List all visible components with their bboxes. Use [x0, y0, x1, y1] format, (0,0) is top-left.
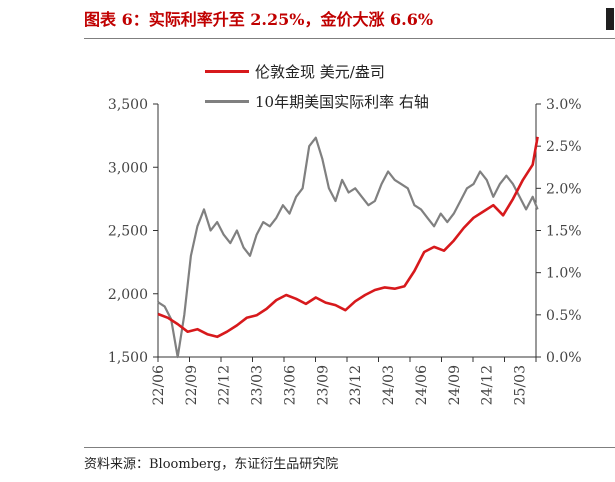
legend-item-gold: 伦敦金现 美元/盎司 [205, 60, 429, 82]
source-note: 资料来源：Bloomberg，东证衍生品研究院 [84, 457, 339, 472]
page-edge-mark [606, 8, 614, 30]
axes-group [153, 103, 541, 362]
left-tick-label: 3,500 [108, 97, 148, 113]
right-tick-label: 0.5% [546, 308, 582, 324]
series-group [157, 136, 539, 359]
right-tick-label: 3.0% [546, 97, 582, 113]
x-tick-label: 24/12 [480, 365, 496, 405]
legend-swatch-gold [205, 69, 249, 73]
left-tick-label: 2,500 [108, 224, 148, 240]
left-tick-label: 3,000 [108, 160, 148, 176]
right-tick-label: 1.0% [546, 266, 582, 282]
x-tick-label: 24/03 [381, 365, 397, 405]
chart-title: 图表 6：实际利率升至 2.25%，金价大涨 6.6% [84, 10, 434, 29]
right-tick-label: 2.5% [546, 139, 582, 155]
right-tick-label: 0.0% [546, 350, 582, 366]
real-rate-line [157, 136, 539, 359]
title-divider [84, 38, 615, 39]
legend-label-gold: 伦敦金现 美元/盎司 [255, 62, 385, 81]
x-tick-label: 22/06 [151, 365, 167, 405]
right-tick-label: 1.5% [546, 224, 582, 240]
chart-legend: 伦敦金现 美元/盎司 10年期美国实际利率 右轴 [205, 60, 429, 120]
left-tick-label: 2,000 [108, 287, 148, 303]
source-divider [84, 447, 615, 448]
left-tick-label: 1,500 [108, 350, 148, 366]
gold-price-line [157, 136, 539, 339]
x-tick-label: 22/09 [184, 365, 200, 405]
legend-item-real-rate: 10年期美国实际利率 右轴 [205, 90, 429, 112]
x-tick-label: 23/03 [250, 365, 266, 405]
legend-swatch-real-rate [205, 99, 249, 103]
labels-group: 1,500 2,000 2,500 3,000 3,500 0.0% 0.5% 1.0% 1.5… [108, 97, 582, 405]
right-tick-label: 2.0% [546, 181, 582, 197]
x-tick-label: 23/09 [315, 365, 331, 405]
x-tick-label: 24/06 [414, 365, 430, 405]
x-tick-label: 22/12 [217, 365, 233, 405]
legend-label-real-rate: 10年期美国实际利率 右轴 [255, 92, 429, 111]
x-tick-label: 23/06 [282, 365, 298, 405]
x-tick-label: 25/03 [513, 365, 529, 405]
x-tick-label: 24/09 [447, 365, 463, 405]
x-tick-label: 23/12 [348, 365, 364, 405]
